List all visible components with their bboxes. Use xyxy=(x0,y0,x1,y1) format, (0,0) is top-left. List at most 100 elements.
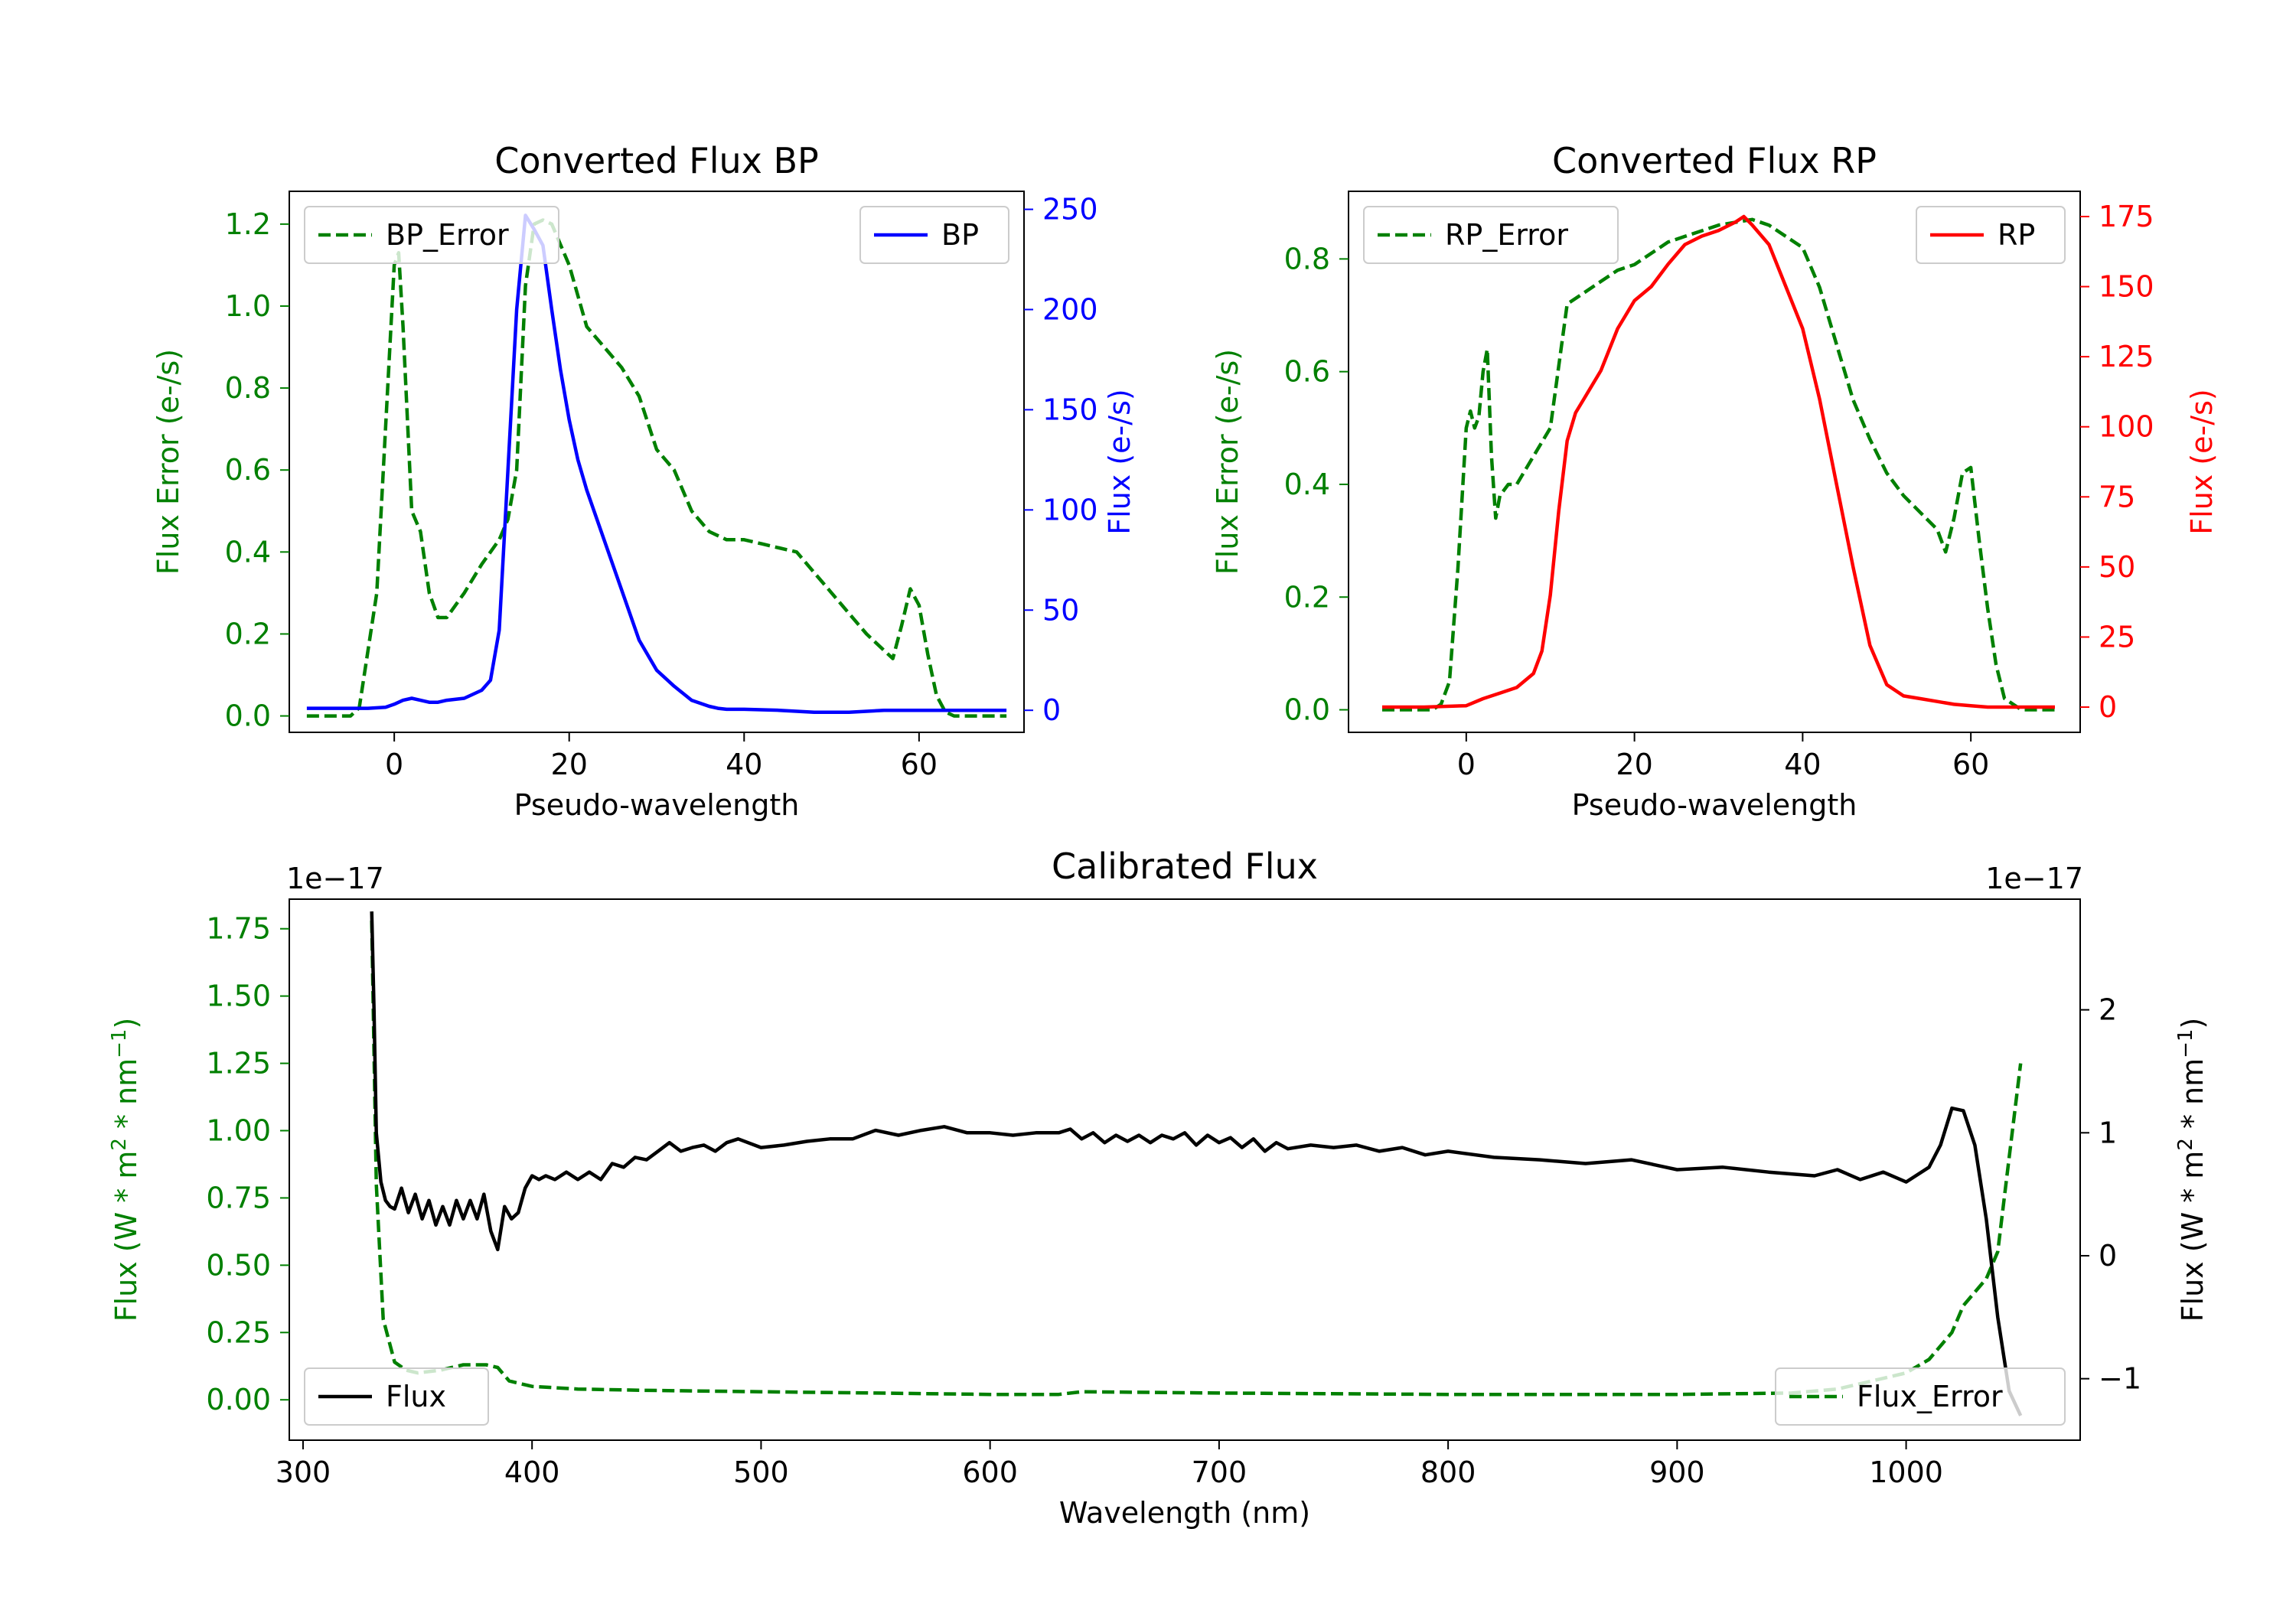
cal-left-tick-label: 1.00 xyxy=(206,1113,271,1147)
bp-right-tick-label: 200 xyxy=(1042,292,1098,326)
cal-x-tick-label: 500 xyxy=(733,1455,789,1489)
rp-left-tick-label: 0.4 xyxy=(1284,468,1330,501)
cal-series-flux-line xyxy=(370,911,2023,1416)
rp-series-group xyxy=(1382,214,2055,712)
bp-series-bp-error-line xyxy=(306,218,1007,718)
cal-legend-label: Flux_Error xyxy=(1857,1380,2003,1413)
rp-x-tick-label: 20 xyxy=(1616,748,1652,781)
rp-left-tick-label: 0.0 xyxy=(1284,693,1330,727)
cal-left-label-sup: −1 xyxy=(108,1029,131,1058)
rp-series-rp-line xyxy=(1382,214,2055,709)
bp-x-tick-label: 0 xyxy=(385,748,403,781)
cal-left-tick-label: 0.25 xyxy=(206,1315,271,1349)
cal-left-tick-label: 0.75 xyxy=(206,1181,271,1214)
cal-x-axis-label: Wavelength (nm) xyxy=(1059,1496,1310,1530)
cal-right-axis-label: Flux (W * m2 * nm−1) xyxy=(2174,1018,2210,1322)
rp-x-tick-label: 60 xyxy=(1952,748,1989,781)
cal-axes-frame xyxy=(289,898,2081,1441)
cal-left-label-part: ) xyxy=(109,1018,143,1029)
bp-left-tick-label: 0.4 xyxy=(225,535,271,569)
rp-right-tick-label: 125 xyxy=(2099,340,2154,373)
cal-x-tick-label: 800 xyxy=(1420,1455,1476,1489)
rp-right-tick-label: 150 xyxy=(2099,270,2154,304)
rp-chart-title: Converted Flux RP xyxy=(1552,140,1877,181)
cal-legend-flux: Flux xyxy=(304,1367,489,1426)
rp-legend-label: RP xyxy=(1998,218,2035,252)
rp-legend-frame xyxy=(1363,206,1619,264)
bp-x-tick-label: 40 xyxy=(726,748,762,781)
rp-right-tick-label: 25 xyxy=(2099,620,2135,654)
cal-left-tick-label: 1.25 xyxy=(206,1047,271,1081)
cal-right-tick-label: 2 xyxy=(2099,993,2117,1027)
cal-left-axis-label: Flux (W * m2 * nm−1) xyxy=(108,1018,143,1322)
rp-axes-frame xyxy=(1348,191,2081,733)
cal-right-tick-label: 0 xyxy=(2099,1239,2117,1273)
cal-left-tick-label: 0.00 xyxy=(206,1383,271,1416)
bp-left-tick-label: 0.2 xyxy=(225,617,271,650)
cal-legend-frame xyxy=(1775,1367,2066,1426)
bp-right-tick-label: 0 xyxy=(1042,693,1061,727)
bp-left-tick-label: 0.6 xyxy=(225,453,271,487)
rp-right-tick-label: 50 xyxy=(2099,550,2135,584)
bp-legend-frame xyxy=(859,206,1009,264)
cal-x-tick-label: 1000 xyxy=(1869,1455,1943,1489)
bp-right-tick-label: 250 xyxy=(1042,193,1098,227)
cal-x-tick-label: 300 xyxy=(276,1455,331,1489)
cal-legend-flux-error: Flux_Error xyxy=(1775,1367,2066,1426)
bp-legend-frame xyxy=(304,206,559,264)
bp-left-tick-label: 1.2 xyxy=(225,207,271,241)
bp-legend-label: BP_Error xyxy=(386,218,509,252)
bp-series-bp-line xyxy=(306,214,1007,715)
rp-legend-rp-error: RP_Error xyxy=(1363,206,1619,264)
bp-series-group xyxy=(306,214,1007,718)
rp-panel: 0 20 40 60 Pseudo-wavelength 0.0 0.2 0.4 0.6 0.8 0… xyxy=(1211,140,2219,822)
rp-x-tick-label: 0 xyxy=(1457,748,1476,781)
cal-left-label-part: Flux (W * m xyxy=(109,1151,143,1322)
cal-right-offset-text: 1e−17 xyxy=(1985,862,2083,895)
cal-left-label-sup: 2 xyxy=(108,1138,131,1151)
rp-right-tick-label: 75 xyxy=(2099,480,2135,513)
cal-left-tick-label: 1.50 xyxy=(206,980,271,1013)
bp-legend-bp-error: BP_Error xyxy=(304,206,559,264)
bp-right-tick-label: 150 xyxy=(1042,393,1098,426)
rp-left-tick-label: 0.2 xyxy=(1284,580,1330,614)
cal-right-label-sup: 2 xyxy=(2174,1138,2197,1151)
bp-chart-title: Converted Flux BP xyxy=(494,140,819,181)
cal-left-offset-text: 1e−17 xyxy=(286,862,384,895)
cal-left-tick-label: 0.50 xyxy=(206,1248,271,1282)
bp-x-tick-label: 60 xyxy=(901,748,938,781)
bp-x-tick-label: 20 xyxy=(551,748,588,781)
rp-x-tick-label: 40 xyxy=(1784,748,1821,781)
cal-right-tick-label: −1 xyxy=(2099,1362,2141,1396)
bp-right-tick-label: 100 xyxy=(1042,493,1098,526)
rp-right-tick-label: 175 xyxy=(2099,200,2154,233)
rp-left-tick-label: 0.8 xyxy=(1284,242,1330,275)
rp-legend-frame xyxy=(1916,206,2066,264)
bp-left-axis-label: Flux Error (e-/s) xyxy=(152,349,185,575)
bp-legend-label: BP xyxy=(941,218,979,252)
bp-left-tick-label: 1.0 xyxy=(225,289,271,323)
bp-panel: 0 20 40 60 Pseudo-wavelength 0.0 0.2 0.4 0.6 0.8 1… xyxy=(152,140,1137,822)
cal-legend-label: Flux xyxy=(386,1380,446,1413)
bp-right-axis-label: Flux (e-/s) xyxy=(1103,389,1137,534)
rp-legend-label: RP_Error xyxy=(1445,218,1568,252)
bp-legend-bp: BP xyxy=(859,206,1009,264)
cal-legend-frame xyxy=(304,1367,489,1426)
rp-right-tick-label: 0 xyxy=(2099,690,2117,724)
rp-right-tick-label: 100 xyxy=(2099,410,2154,444)
cal-x-tick-label: 400 xyxy=(504,1455,560,1489)
bp-x-axis-label: Pseudo-wavelength xyxy=(514,788,800,822)
calibrated-panel: 300 400 500 600 700 800 900 1000 Wavelength (nm)… xyxy=(108,846,2210,1530)
rp-left-tick-label: 0.6 xyxy=(1284,355,1330,389)
bp-axes-frame xyxy=(289,191,1025,733)
cal-right-label-part: * nm xyxy=(2176,1058,2210,1138)
bp-left-tick-label: 0.0 xyxy=(225,699,271,733)
cal-chart-title: Calibrated Flux xyxy=(1052,846,1318,887)
bp-right-tick-label: 50 xyxy=(1042,593,1079,627)
cal-right-tick-label: 1 xyxy=(2099,1116,2117,1149)
cal-left-tick-label: 1.75 xyxy=(206,912,271,946)
cal-right-label-part: Flux (W * m xyxy=(2176,1151,2210,1322)
cal-right-label-sup: −1 xyxy=(2174,1029,2197,1058)
